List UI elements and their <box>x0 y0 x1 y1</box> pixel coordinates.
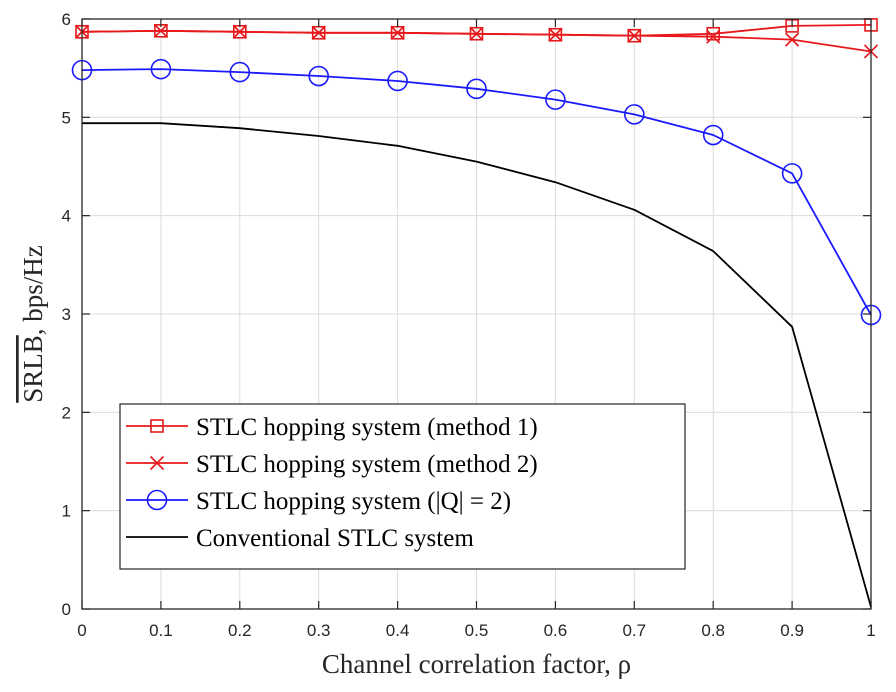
x-marker-stroke <box>149 455 165 471</box>
data-point <box>781 163 803 184</box>
y-tick-label: 6 <box>62 10 71 29</box>
series-line <box>81 24 872 37</box>
data-point <box>545 89 566 110</box>
series-4 <box>82 122 872 608</box>
data-point <box>469 26 484 41</box>
x-tick-label: 0.2 <box>228 621 252 640</box>
data-point <box>229 61 251 83</box>
data-point <box>548 27 563 42</box>
y-tick-label: 3 <box>62 305 71 324</box>
legend-entry: Conventional STLC system <box>126 525 474 552</box>
x-tick-label: 0.1 <box>149 621 173 640</box>
series-1 <box>75 18 878 43</box>
legend-box <box>119 403 686 570</box>
legend-entry: STLC hopping system (method 2) <box>126 451 538 478</box>
data-point <box>150 58 172 80</box>
y-tick-label: 4 <box>62 207 71 226</box>
tick-layer: 0 0.1 0.2 0.3 0.4 0.5 0.6 0.7 0.8 0.9 1 0 1 2 3 4 5 6 <box>62 10 876 640</box>
data-point <box>784 32 800 47</box>
data-point <box>627 28 642 43</box>
x-axis-title: Channel correlation factor, ρ <box>322 649 631 679</box>
legend-marker <box>150 419 164 433</box>
series-3 <box>71 58 882 326</box>
svg-text:SRLB, bps/Hz: SRLB, bps/Hz <box>18 245 48 403</box>
x-tick-label: 0.6 <box>544 621 568 640</box>
y-axis-title-units: , bps/Hz <box>18 245 48 335</box>
x-tick-label: 0 <box>77 621 86 640</box>
x-tick-label: 0.4 <box>386 621 410 640</box>
y-axis-title-overlined: SRLB <box>18 335 48 403</box>
y-tick-label: 2 <box>62 403 71 422</box>
data-point <box>387 70 408 92</box>
x-tick-label: 0.8 <box>701 621 725 640</box>
x-marker-stroke <box>706 29 721 44</box>
legend: STLC hopping system (method 1) STLC hoppi… <box>119 403 686 570</box>
legend-label: Conventional STLC system <box>196 525 474 552</box>
series-line <box>82 122 872 608</box>
legend-marker <box>149 455 165 471</box>
legend-entry: STLC hopping system (method 1) <box>126 414 538 441</box>
x-tick-label: 0.5 <box>465 621 489 640</box>
legend-label: STLC hopping system (|Q| = 2) <box>196 488 511 515</box>
x-tick-label: 0.3 <box>307 621 331 640</box>
series-layer <box>71 18 882 608</box>
y-tick-label: 5 <box>62 108 71 127</box>
legend-label: STLC hopping system (method 2) <box>196 451 538 478</box>
data-point <box>308 65 330 87</box>
series-line <box>81 68 872 316</box>
data-point <box>706 26 721 41</box>
data-point <box>706 29 721 44</box>
data-point <box>623 104 645 125</box>
x-tick-label: 0.7 <box>622 621 646 640</box>
y-axis-title: SRLB, bps/Hz <box>18 245 48 403</box>
legend-label: STLC hopping system (method 1) <box>196 414 538 441</box>
legend-marker <box>146 489 168 511</box>
data-point <box>702 124 724 146</box>
x-tick-label: 0.9 <box>780 621 804 640</box>
y-tick-label: 1 <box>62 502 71 521</box>
data-point <box>466 78 487 100</box>
y-tick-label: 0 <box>62 600 71 619</box>
legend-entry: STLC hopping system (|Q| = 2) <box>126 488 511 515</box>
x-marker-stroke <box>784 32 800 47</box>
x-tick-label: 1 <box>866 621 875 640</box>
